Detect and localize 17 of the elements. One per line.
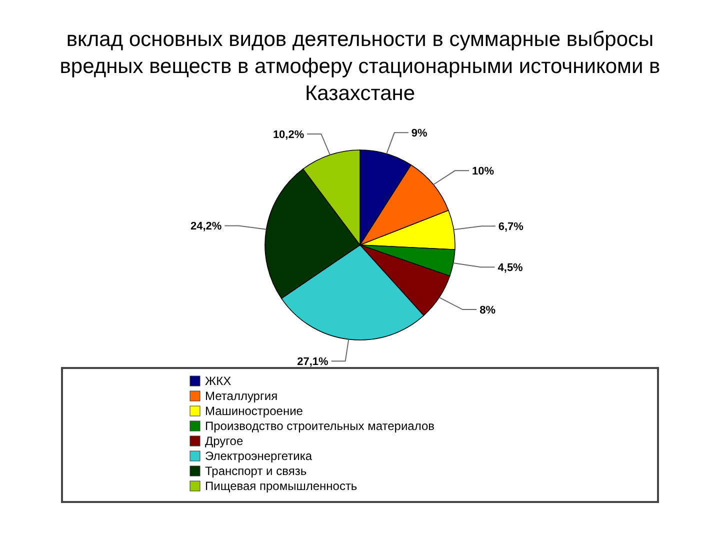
data-label: 24,2% (190, 220, 222, 233)
legend-label: Металлургия (205, 389, 278, 403)
legend-label: Транспорт и связь (205, 464, 307, 478)
legend-label: Другое (205, 434, 244, 448)
data-label: 8% (480, 304, 496, 317)
data-label: 27,1% (297, 356, 329, 368)
legend-label: Электроэнергетика (205, 449, 312, 463)
data-label: 9% (411, 128, 428, 140)
legend-label: ЖКХ (205, 374, 232, 388)
data-label: 4,5% (498, 262, 524, 274)
legend-label: Пищевая промышленность (205, 479, 358, 493)
data-label: 10% (472, 166, 494, 178)
legend-label: Производство строительных материалов (205, 419, 435, 433)
data-label: 6,7% (498, 221, 524, 234)
data-label: 10,2% (272, 128, 304, 141)
chart-title: вклад основных видов деятельности в суммарные выбросы вредных веществ в атмоферу стационарными источникоми в Казахстане (60, 28, 660, 105)
legend-label: Машиностроение (205, 404, 304, 418)
